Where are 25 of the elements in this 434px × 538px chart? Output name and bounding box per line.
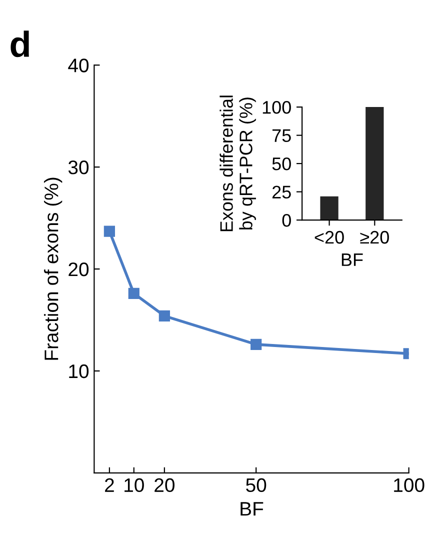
x-tick-label: 50 xyxy=(246,478,266,492)
point xyxy=(104,226,116,237)
x-tick-label: 2 xyxy=(105,478,114,492)
y-tick-label: 50 xyxy=(272,157,291,170)
x-axis-title: BF xyxy=(240,502,264,516)
point xyxy=(250,338,262,350)
chart-title: d xyxy=(10,30,29,58)
x-tick-label: 100 xyxy=(394,478,424,492)
x-tick-label: 10 xyxy=(124,478,144,492)
y-tick-label: 10 xyxy=(69,364,89,378)
y-tick-label: 25 xyxy=(272,186,291,199)
x-tick-label: <20 xyxy=(314,230,344,244)
y-tick-label: 40 xyxy=(68,58,89,72)
y-tick-label: 20 xyxy=(68,262,89,276)
y-axis-title: Fraction of exons (%) xyxy=(44,178,62,360)
y-axis-title: Exons differential by qRT-PCR (%) xyxy=(220,96,256,232)
y-tick-label: 100 xyxy=(262,100,291,114)
point xyxy=(128,288,140,300)
x-axis-title: BF xyxy=(342,254,363,266)
y-tick-label: 0 xyxy=(282,214,291,227)
x-tick-label: 20 xyxy=(154,478,174,492)
point xyxy=(158,310,170,322)
x-tick-label: ≥20 xyxy=(360,230,389,244)
y-tick-label: 30 xyxy=(68,160,89,174)
y-tick-label: 75 xyxy=(272,129,291,142)
